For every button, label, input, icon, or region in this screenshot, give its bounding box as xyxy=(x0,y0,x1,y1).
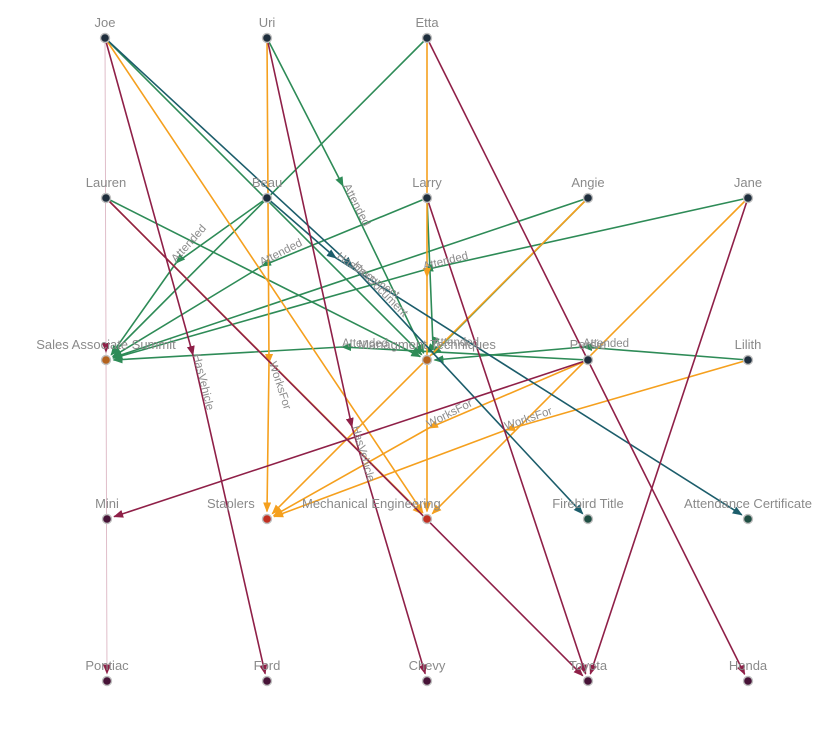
node-label-beau: Beau xyxy=(252,175,282,190)
node-label-larry: Larry xyxy=(412,175,442,190)
node-label-mecheng: Mechanical Engineering xyxy=(302,496,441,511)
node-label-toyota: Toyota xyxy=(569,658,608,673)
edge-lauren-HasVehicle-toyota[interactable] xyxy=(105,197,584,677)
node-etta[interactable]: Etta xyxy=(415,15,439,44)
node-label-firebird: Firebird Title xyxy=(552,496,624,511)
node-dot-pontiac[interactable] xyxy=(101,675,113,687)
node-dot-uri[interactable] xyxy=(261,32,273,44)
node-dot-sas[interactable] xyxy=(100,354,112,366)
node-label-lilith: Lilith xyxy=(735,337,762,352)
node-uri[interactable]: Uri xyxy=(259,15,276,44)
node-label-staplers: Staplers xyxy=(207,496,255,511)
edge-label-WorksFor-persie-staplers: WorksFor xyxy=(425,397,475,430)
node-label-lauren: Lauren xyxy=(86,175,126,190)
node-toyota[interactable]: Toyota xyxy=(569,658,608,687)
edge-uri-WorksFor-staplers[interactable] xyxy=(263,37,274,513)
node-honda[interactable]: Honda xyxy=(729,658,768,687)
edge-label-Attended-persie-sas: Attended xyxy=(342,338,388,350)
node-dot-joe[interactable] xyxy=(99,32,111,44)
node-dot-jane[interactable] xyxy=(742,192,754,204)
edge-jane-HasVehicle-toyota[interactable] xyxy=(589,197,749,675)
edge-joe-HasVehicle-ford[interactable] xyxy=(104,37,268,675)
node-lilith[interactable]: Lilith xyxy=(735,337,762,366)
node-label-mini: Mini xyxy=(95,496,119,511)
node-label-ford: Ford xyxy=(254,658,281,673)
node-firebird[interactable]: Firebird Title xyxy=(552,496,624,525)
node-label-mt: Managment Techniques xyxy=(358,337,496,352)
node-label-jane: Jane xyxy=(734,175,762,190)
node-dot-angie[interactable] xyxy=(582,192,594,204)
edge-label-HasDocument-beau-attcert: HasDocument xyxy=(334,251,402,302)
node-angie[interactable]: Angie xyxy=(571,175,605,204)
node-layer: Joe Uri Etta Lauren Beau Larry Angie Jane Sales … xyxy=(36,15,812,687)
node-pontiac[interactable]: Pontiac xyxy=(85,658,129,687)
node-dot-attcert[interactable] xyxy=(742,513,754,525)
node-jane[interactable]: Jane xyxy=(734,175,762,204)
node-dot-mecheng[interactable] xyxy=(421,513,433,525)
edge-larry-HasVehicle-toyota[interactable] xyxy=(426,197,587,675)
node-label-etta: Etta xyxy=(415,15,439,30)
node-dot-toyota[interactable] xyxy=(582,675,594,687)
node-dot-chevy[interactable] xyxy=(421,675,433,687)
node-label-honda: Honda xyxy=(729,658,768,673)
node-attcert[interactable]: Attendance Certificate xyxy=(684,496,812,525)
node-dot-persie[interactable] xyxy=(582,354,594,366)
node-joe[interactable]: Joe xyxy=(95,15,116,44)
node-dot-mini[interactable] xyxy=(101,513,113,525)
node-mini[interactable]: Mini xyxy=(95,496,119,525)
node-dot-honda[interactable] xyxy=(742,675,754,687)
node-dot-lilith[interactable] xyxy=(742,354,754,366)
edge-label-Attended-larry-mt: Attended xyxy=(433,337,479,349)
edge-layer xyxy=(101,37,749,677)
node-mecheng[interactable]: Mechanical Engineering xyxy=(302,496,441,525)
node-label-persie: Persie xyxy=(570,337,607,352)
node-ford[interactable]: Ford xyxy=(254,658,281,687)
node-chevy[interactable]: Chevy xyxy=(409,658,446,687)
edge-label-WorksFor-uri-staplers: WorksFor xyxy=(266,360,293,411)
node-label-attcert: Attendance Certificate xyxy=(684,496,812,511)
edge-persie-WorksFor-staplers[interactable] xyxy=(272,359,589,517)
node-label-uri: Uri xyxy=(259,15,276,30)
node-dot-etta[interactable] xyxy=(421,32,433,44)
node-dot-ford[interactable] xyxy=(261,675,273,687)
edge-label-WorksFor-lilith-staplers: WorksFor xyxy=(503,405,554,433)
edge-beau-HasDocument-attcert[interactable] xyxy=(266,197,743,516)
edge-label-Attended-larry-sas: Attended xyxy=(258,237,304,269)
node-mt[interactable]: Managment Techniques xyxy=(358,337,496,366)
node-larry[interactable]: Larry xyxy=(412,175,442,204)
node-label-sas: Sales Associate Summit xyxy=(36,337,176,352)
edge-joe-HasVehicle-pontiac[interactable] xyxy=(101,37,111,675)
node-label-joe: Joe xyxy=(95,15,116,30)
node-label-pontiac: Pontiac xyxy=(85,658,129,673)
node-dot-mt[interactable] xyxy=(421,354,433,366)
edge-uri-HasVehicle-chevy[interactable] xyxy=(266,37,427,675)
node-lauren[interactable]: Lauren xyxy=(86,175,126,204)
edge-label-Attended-lilith-mt: Attended xyxy=(583,338,629,350)
node-label-chevy: Chevy xyxy=(409,658,446,673)
edge-label-HasVehicle-joe-ford: HasVehicle xyxy=(190,353,216,412)
edge-angie-Attended-sas[interactable] xyxy=(112,197,589,359)
node-persie[interactable]: Persie xyxy=(570,337,607,366)
node-dot-larry[interactable] xyxy=(421,192,433,204)
node-dot-beau[interactable] xyxy=(261,192,273,204)
edge-larry-Attended-mt[interactable] xyxy=(426,197,440,354)
edge-label-Attended-uri-mt: Attended xyxy=(340,182,372,228)
node-dot-staplers[interactable] xyxy=(261,513,273,525)
node-label-angie: Angie xyxy=(571,175,604,190)
edge-label-HasVehicle-uri-chevy: HasVehicle xyxy=(349,425,376,484)
node-sas[interactable]: Sales Associate Summit xyxy=(36,337,176,366)
node-dot-lauren[interactable] xyxy=(100,192,112,204)
edge-angie-WorksFor-staplers[interactable] xyxy=(271,197,589,515)
node-staplers[interactable]: Staplers xyxy=(207,496,273,525)
edge-persie-HasVehicle-mini[interactable] xyxy=(113,359,589,518)
node-beau[interactable]: Beau xyxy=(252,175,282,204)
node-dot-firebird[interactable] xyxy=(582,513,594,525)
